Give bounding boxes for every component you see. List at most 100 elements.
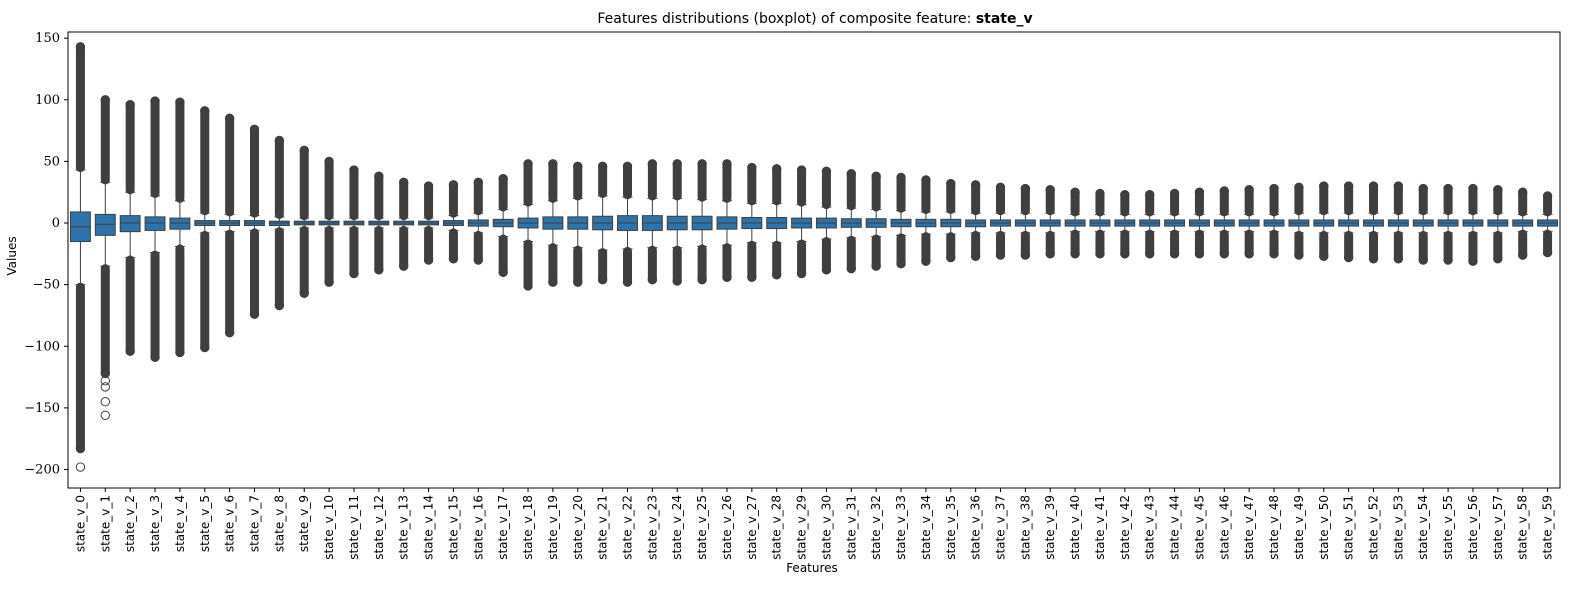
y-tick-label: −150 [24, 401, 60, 416]
y-axis-label: Values [5, 236, 19, 275]
flier-point [523, 159, 533, 169]
flier-point [249, 309, 260, 319]
box-state_v_25 [691, 159, 713, 285]
x-axis-label: Features [786, 561, 838, 575]
y-tick-label: 0 [52, 216, 60, 231]
flier-point [1418, 255, 1428, 265]
flier-point [1393, 181, 1404, 191]
x-tick-label: state_v_9 [297, 495, 311, 552]
x-tick-label: state_v_48 [1267, 495, 1281, 560]
x-tick-label: state_v_50 [1317, 495, 1331, 560]
flier-point [772, 164, 782, 174]
x-tick-label: state_v_4 [173, 495, 187, 552]
flier-point [1045, 249, 1055, 259]
box-state_v_45 [1188, 187, 1210, 259]
flier-point [150, 352, 160, 363]
flier-point [573, 161, 583, 172]
flier-point [1493, 254, 1503, 264]
plot-frame [67, 31, 1561, 489]
flier-point [995, 182, 1006, 192]
box-state_v_49 [1288, 182, 1310, 260]
flier-point [1194, 249, 1205, 259]
chart-title: Features distributions (boxplot) of comp… [597, 11, 1032, 27]
chart-title-prefix: Features distributions (boxplot) of comp… [597, 11, 971, 27]
x-tick-label: state_v_25 [695, 495, 709, 560]
x-tick-label: state_v_16 [471, 495, 485, 560]
box-state_v_19 [542, 159, 564, 287]
flier-point [921, 175, 931, 185]
x-tick-label: state_v_33 [894, 495, 908, 560]
x-tick-label: state_v_21 [596, 495, 610, 560]
flier-point [697, 159, 707, 169]
x-tick-label: state_v_41 [1093, 495, 1107, 560]
x-tick-label: state_v_10 [322, 495, 336, 560]
flier-point [448, 180, 459, 190]
x-tick-label: state_v_0 [73, 495, 87, 552]
x-tick-label: state_v_13 [397, 495, 411, 560]
box-state_v_14 [418, 181, 440, 265]
flier-point [299, 145, 309, 156]
flier-point [772, 270, 782, 280]
x-tick-label: state_v_26 [720, 495, 734, 560]
x-tick-label: state_v_2 [123, 495, 137, 552]
x-tick-label: state_v_12 [372, 495, 386, 560]
x-tick-label: state_v_22 [621, 495, 635, 560]
flier-point [1319, 251, 1329, 262]
x-tick-label: state_v_46 [1217, 495, 1231, 560]
box-state_v_28 [766, 164, 788, 280]
flier-point [349, 268, 359, 279]
box-state_v_52 [1363, 181, 1384, 264]
box-state_v_57 [1487, 185, 1509, 264]
box-state_v_21 [592, 161, 614, 285]
box-state_v_56 [1462, 183, 1484, 266]
x-axis: state_v_0 state_v_1 state_v_2 state_v_3 stat… [73, 488, 1555, 560]
box-state_v_35 [940, 178, 962, 263]
flier-point [1169, 249, 1180, 259]
box-state_v_29 [791, 165, 813, 279]
flier-point [1319, 181, 1329, 191]
box-state_v_53 [1387, 181, 1409, 264]
y-tick-label: 150 [35, 31, 60, 46]
box-state_v_40 [1064, 187, 1086, 259]
box-state_v_41 [1089, 188, 1111, 259]
flier-point [995, 250, 1006, 260]
flier-point [970, 180, 981, 190]
flier-point [846, 263, 856, 274]
flier-point [1045, 185, 1055, 195]
flier-point [448, 254, 459, 264]
flier-point [473, 177, 483, 188]
box-state_v_2 [119, 100, 141, 356]
box-iqr [94, 213, 116, 236]
flier-point [871, 171, 881, 181]
flier-point [150, 96, 160, 106]
box-state_v_13 [393, 177, 415, 271]
flier-point [374, 265, 384, 275]
flier-point [1020, 250, 1031, 260]
x-tick-label: state_v_18 [521, 495, 535, 560]
x-tick-label: state_v_31 [844, 495, 858, 560]
flier-point [796, 165, 807, 175]
flier-point [399, 261, 409, 271]
flier-point [224, 328, 235, 338]
x-tick-label: state_v_56 [1466, 495, 1480, 560]
flier-point [1169, 188, 1180, 199]
x-tick-label: state_v_24 [670, 495, 684, 560]
x-tick-label: state_v_55 [1441, 495, 1455, 560]
x-tick-label: state_v_44 [1168, 495, 1182, 560]
x-tick-label: state_v_36 [969, 495, 983, 560]
flier-point [100, 410, 111, 420]
box-state_v_24 [666, 159, 688, 286]
box-state_v_33 [890, 172, 912, 269]
x-tick-label: state_v_28 [770, 495, 784, 560]
box-state_v_59 [1537, 191, 1559, 258]
x-tick-label: state_v_11 [347, 495, 361, 560]
flier-point [75, 462, 86, 472]
flier-point [1443, 255, 1453, 265]
flier-point [1244, 185, 1254, 195]
y-tick-label: 100 [35, 93, 60, 108]
flier-point [1269, 249, 1279, 259]
flier-point [548, 277, 558, 287]
flier-point [523, 281, 533, 291]
box-state_v_16 [467, 177, 489, 265]
x-tick-label: state_v_1 [98, 495, 112, 552]
